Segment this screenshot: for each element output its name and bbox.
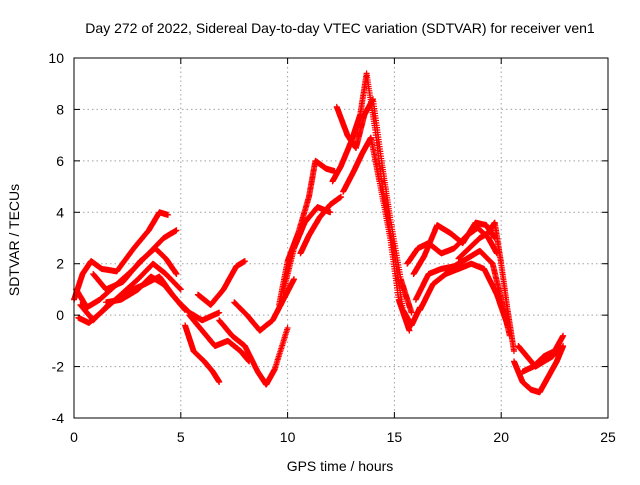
series-track-6: [103, 273, 223, 324]
series-track-25: [519, 332, 567, 375]
data-point-markers: [280, 204, 334, 295]
axis-ticks: 0 5 10 15 20 25 -4 -2 0 2 4 6 8 10: [48, 50, 616, 445]
y-tick-label: -4: [52, 410, 65, 426]
data-point-markers: [103, 273, 223, 324]
data-point-markers: [297, 193, 344, 257]
series-track-21: [417, 260, 511, 329]
data-point-markers: [417, 260, 511, 329]
y-tick-label: 4: [56, 204, 64, 220]
series-track-14: [297, 193, 344, 257]
series-track-17: [340, 134, 413, 334]
y-tick-label: 2: [56, 256, 64, 272]
x-tick-label: 20: [493, 429, 509, 445]
data-point-markers: [519, 332, 567, 375]
y-tick-label: 8: [56, 101, 64, 117]
data-point-markers: [511, 343, 567, 396]
data-point-markers: [186, 312, 253, 365]
y-axis-label: SDTVAR / TECUs: [6, 184, 22, 296]
x-tick-label: 0: [70, 429, 78, 445]
data-point-markers: [340, 134, 413, 334]
y-tick-label: 0: [56, 307, 64, 323]
data-point-markers: [216, 317, 291, 388]
series-track-10: [216, 317, 291, 388]
chart-title: Day 272 of 2022, Sidereal Day-to-day VTE…: [85, 20, 595, 36]
series-track-1: [71, 209, 171, 303]
y-tick-label: -2: [52, 359, 65, 375]
x-axis-label: GPS time / hours: [287, 458, 394, 474]
x-tick-label: 10: [280, 429, 296, 445]
data-point-markers: [333, 96, 415, 316]
y-tick-label: 10: [48, 50, 64, 66]
series-track-23: [511, 343, 567, 396]
x-tick-label: 15: [387, 429, 403, 445]
y-tick-label: 6: [56, 153, 64, 169]
series-track-8: [186, 312, 253, 365]
series-track-16: [333, 96, 415, 316]
series-track-9: [194, 258, 248, 308]
data-point-markers: [90, 245, 180, 293]
series-track-5: [90, 245, 180, 293]
data-point-markers: [182, 322, 223, 385]
x-tick-label: 25: [600, 429, 616, 445]
series-track-22: [455, 219, 517, 355]
data-point-markers: [71, 209, 171, 303]
x-tick-label: 5: [177, 429, 185, 445]
data-marks: [71, 70, 567, 396]
plot-area-frame: [73, 57, 609, 419]
data-point-markers: [194, 258, 248, 308]
series-track-7: [182, 322, 223, 385]
data-point-markers: [455, 219, 517, 355]
series-track-13: [280, 204, 334, 295]
